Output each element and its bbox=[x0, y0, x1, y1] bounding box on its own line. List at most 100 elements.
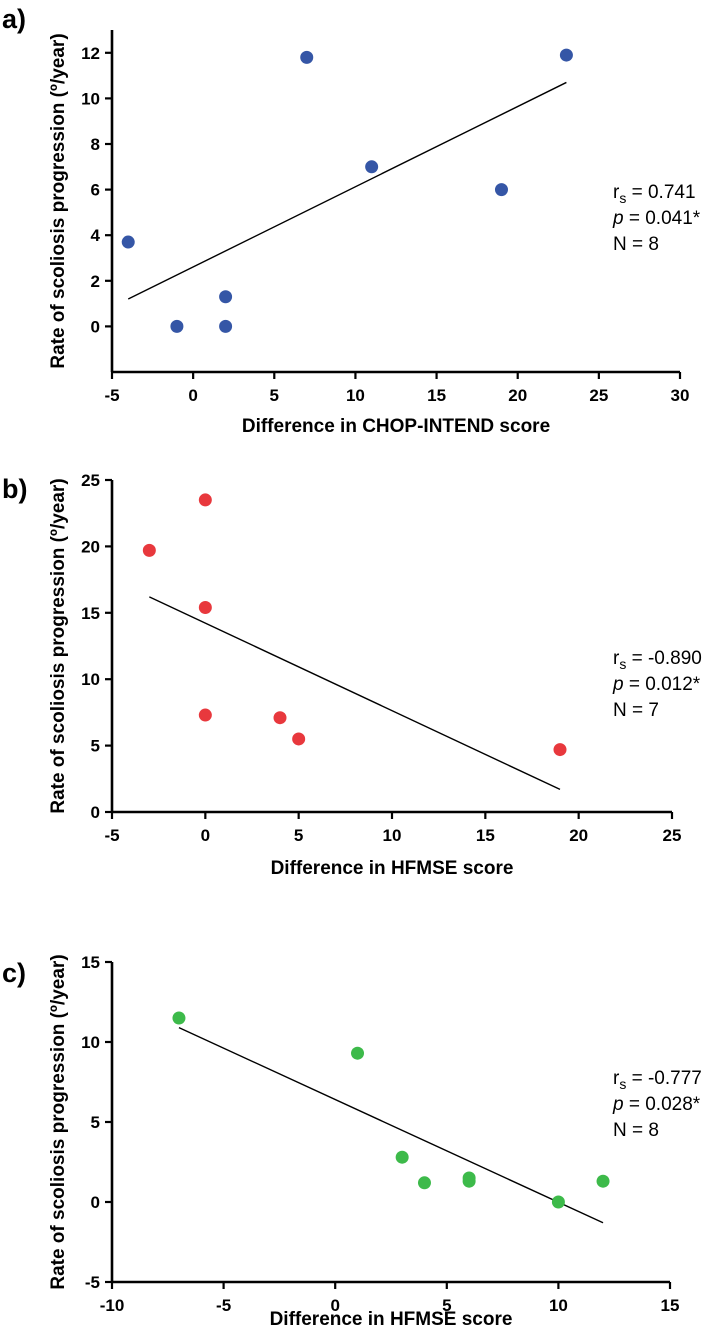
p-label: p bbox=[612, 674, 624, 695]
p-label: p bbox=[612, 1094, 624, 1115]
rs-prefix: r bbox=[613, 1068, 620, 1089]
data-point bbox=[172, 1011, 186, 1025]
y-tick-label: 10 bbox=[81, 670, 100, 689]
y-tick-label: 25 bbox=[81, 471, 100, 490]
p-stat: p = 0.012* bbox=[612, 674, 701, 695]
data-point bbox=[395, 1150, 409, 1164]
rs-prefix: r bbox=[613, 648, 620, 669]
y-tick-label: 8 bbox=[91, 135, 100, 154]
x-tick-label: 0 bbox=[188, 386, 197, 405]
y-axis-title: Rate of scoliosis progression (º/year) bbox=[48, 33, 69, 368]
y-tick-label: 15 bbox=[81, 604, 100, 623]
data-point bbox=[559, 48, 573, 62]
x-tick-label: 25 bbox=[663, 826, 682, 845]
x-tick-label: 10 bbox=[549, 1296, 568, 1315]
data-point bbox=[292, 732, 306, 746]
x-tick-label: 0 bbox=[201, 826, 210, 845]
data-point bbox=[198, 600, 212, 614]
y-tick-label: 6 bbox=[91, 181, 100, 200]
data-point bbox=[596, 1174, 610, 1188]
x-tick-label: 10 bbox=[346, 386, 365, 405]
y-axis-title: Rate of scoliosis progression (º/year) bbox=[48, 954, 69, 1289]
x-axis-title: Difference in HFMSE score bbox=[271, 858, 514, 879]
data-point bbox=[551, 1195, 565, 1209]
x-tick-label: 0 bbox=[330, 1296, 339, 1315]
data-point bbox=[462, 1174, 476, 1188]
data-point bbox=[142, 543, 156, 557]
n-stat: N = 8 bbox=[613, 1120, 659, 1141]
x-tick-label: -5 bbox=[216, 1296, 231, 1315]
x-tick-label: 5 bbox=[270, 386, 279, 405]
regression-line bbox=[178, 1026, 604, 1224]
rs-stat: rs = 0.741 bbox=[613, 182, 696, 206]
y-tick-label: 15 bbox=[81, 953, 100, 972]
rs-value: = -0.890 bbox=[626, 648, 702, 669]
x-tick-label: 10 bbox=[383, 826, 402, 845]
rs-stat: rs = -0.890 bbox=[613, 648, 702, 672]
p-value: = 0.028* bbox=[624, 1094, 701, 1115]
rs-subscript: s bbox=[619, 656, 626, 672]
p-value: = 0.012* bbox=[624, 674, 701, 695]
data-point bbox=[273, 711, 287, 725]
n-stat: N = 8 bbox=[613, 234, 659, 255]
y-tick-label: 10 bbox=[81, 89, 100, 108]
data-point bbox=[198, 708, 212, 722]
x-tick-label: 20 bbox=[569, 826, 588, 845]
y-tick-label: 10 bbox=[81, 1033, 100, 1052]
rs-prefix: r bbox=[613, 182, 620, 203]
y-tick-label: 0 bbox=[91, 803, 100, 822]
rs-stat: rs = -0.777 bbox=[613, 1068, 702, 1092]
x-tick-label: 15 bbox=[476, 826, 495, 845]
y-axis-title: Rate of scoliosis progression (º/year) bbox=[48, 478, 69, 813]
y-tick-label: 5 bbox=[91, 737, 100, 756]
x-tick-label: 5 bbox=[294, 826, 303, 845]
x-tick-label: 30 bbox=[671, 386, 690, 405]
x-tick-label: -5 bbox=[104, 386, 119, 405]
rs-subscript: s bbox=[619, 190, 626, 206]
data-point bbox=[365, 160, 379, 174]
p-stat: p = 0.028* bbox=[612, 1094, 701, 1115]
n-stat: N = 7 bbox=[613, 700, 659, 721]
rs-subscript: s bbox=[619, 1076, 626, 1092]
data-point bbox=[300, 50, 314, 64]
x-tick-label: 15 bbox=[661, 1296, 680, 1315]
data-point bbox=[219, 290, 233, 304]
x-axis-title: Difference in CHOP-INTEND score bbox=[242, 416, 550, 437]
data-point bbox=[219, 319, 233, 333]
y-tick-label: 12 bbox=[81, 44, 100, 63]
y-tick-label: 2 bbox=[91, 272, 100, 291]
x-tick-label: -10 bbox=[100, 1296, 125, 1315]
x-tick-label: 5 bbox=[442, 1296, 451, 1315]
p-label: p bbox=[612, 208, 624, 229]
p-value: = 0.041* bbox=[624, 208, 701, 229]
p-stat: p = 0.041* bbox=[612, 208, 701, 229]
panel-label: b) bbox=[2, 474, 27, 504]
data-point bbox=[121, 235, 135, 249]
data-point bbox=[417, 1176, 431, 1190]
rs-value: = 0.741 bbox=[626, 182, 695, 203]
data-point bbox=[198, 493, 212, 507]
regression-line bbox=[127, 81, 567, 300]
y-tick-label: 5 bbox=[91, 1113, 100, 1132]
panel-label: a) bbox=[2, 4, 26, 34]
regression-line bbox=[149, 596, 561, 791]
x-axis-title: Difference in HFMSE score bbox=[270, 1309, 513, 1330]
x-tick-label: 20 bbox=[508, 386, 527, 405]
y-tick-label: -5 bbox=[85, 1273, 100, 1292]
y-tick-label: 20 bbox=[81, 537, 100, 556]
x-tick-label: 15 bbox=[427, 386, 446, 405]
data-point bbox=[553, 743, 567, 757]
chart-panel-1: a) 0 2 4 6 8 10 12 -5 0 5 10 15 20 25 30 Difference in C… bbox=[2, 4, 701, 437]
y-tick-label: 4 bbox=[91, 226, 101, 245]
rs-value: = -0.777 bbox=[626, 1068, 702, 1089]
y-tick-label: 0 bbox=[91, 317, 100, 336]
panel-label: c) bbox=[2, 958, 26, 988]
data-point bbox=[170, 319, 184, 333]
data-point bbox=[351, 1046, 365, 1060]
data-point bbox=[494, 183, 508, 197]
x-tick-label: 25 bbox=[589, 386, 608, 405]
x-tick-label: -5 bbox=[104, 826, 119, 845]
